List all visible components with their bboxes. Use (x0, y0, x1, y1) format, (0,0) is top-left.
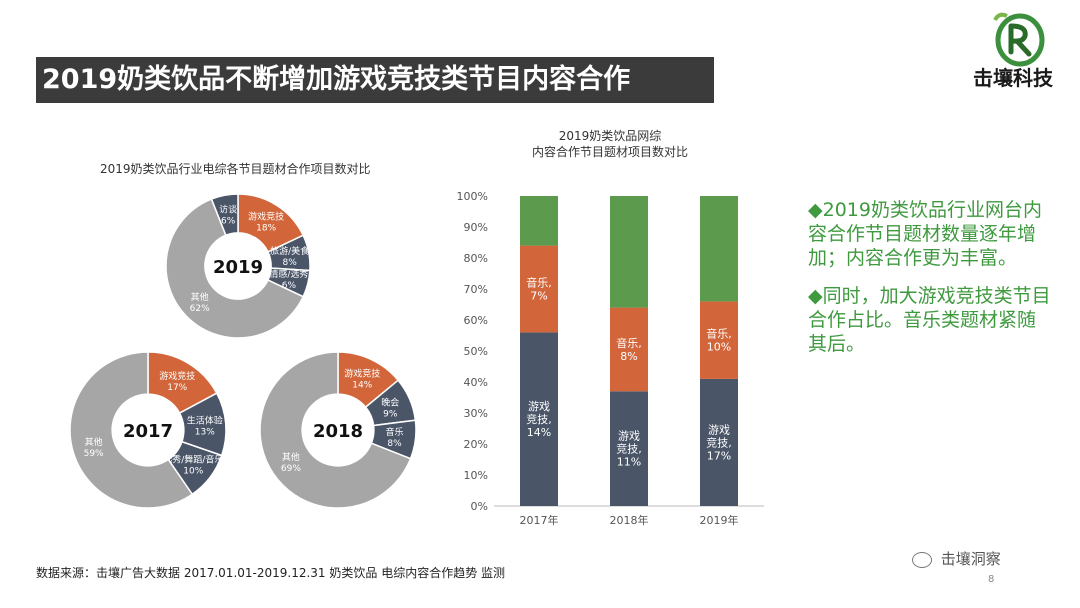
bar-segment-label: 11% (617, 456, 641, 469)
donut-section-title: 2019奶类饮品行业电综各节目题材合作项目数对比 (100, 162, 371, 176)
wechat-account: 击壤洞察 (912, 548, 1001, 569)
donut-slice (165, 198, 305, 339)
stacked-bar-chart: 0%10%20%30%40%50%60%70%80%90%100%游戏竞技,14… (457, 190, 764, 527)
y-tick-label: 30% (464, 407, 488, 420)
donut-slice-label: 情感/选秀 (269, 268, 308, 280)
donut-slice-label: 访谈 (219, 203, 237, 215)
donut-center-year: 2018 (313, 421, 363, 442)
wechat-icon (912, 551, 932, 568)
donut-slice-percent: 69% (281, 464, 301, 474)
logo-text: 击壤科技 (973, 66, 1053, 90)
x-tick-label: 2017年 (520, 513, 559, 527)
donut-slice-label: 旅游/美食 (270, 245, 309, 257)
x-tick-label: 2019年 (700, 513, 739, 527)
insight-bullets: ◆2019奶类饮品行业网台内容合作节目题材数量逐年增加；内容合作更为丰富。 ◆同… (808, 198, 1053, 370)
donut-slice-label: 生活体验 (187, 414, 223, 426)
donut-slice-label: 其他 (191, 291, 209, 303)
donut-slice-label: 晚会 (381, 396, 399, 408)
jirang-logo-icon (993, 12, 1045, 67)
x-tick-label: 2018年 (610, 513, 649, 527)
donut-slice-percent: 8% (282, 258, 297, 268)
bar-chart-title-line1: 2019奶类饮品网综 (558, 129, 662, 143)
donut-slice-label: 游戏竞技 (248, 211, 284, 223)
bar-segment (610, 196, 648, 308)
donut-slice-percent: 62% (190, 304, 210, 314)
bar-segment (520, 245, 558, 333)
page-number: 8 (988, 574, 995, 585)
slide-title: 2019奶类饮品不断增加游戏竞技类节目内容合作 (36, 57, 714, 103)
y-tick-label: 40% (464, 376, 488, 389)
donut-slice (69, 351, 194, 509)
bar-segment (520, 196, 558, 246)
bar-segment (610, 307, 648, 392)
bar-segment-label: 游戏 (708, 423, 730, 436)
data-source-note: 数据来源：击壤广告大数据 2017.01.01-2019.12.31 奶类饮品 … (36, 566, 506, 580)
bullet-1: ◆2019奶类饮品行业网台内容合作节目题材数量逐年增加；内容合作更为丰富。 (808, 199, 1042, 269)
donut-slice-percent: 17% (167, 383, 187, 393)
bullet-2: ◆同时，加大游戏竞技类节目合作占比。音乐类题材紧随其后。 (808, 285, 1051, 355)
bar-segment (700, 196, 738, 302)
y-tick-label: 0% (471, 500, 488, 513)
bar-segment-label: 14% (527, 426, 551, 439)
donut-slice (210, 193, 239, 237)
donut-slice-percent: 13% (195, 427, 215, 437)
donut-slice-percent: 8% (387, 439, 402, 449)
y-tick-label: 100% (457, 190, 488, 203)
donut-slice-label: 其他 (282, 451, 300, 463)
bar-segment (700, 378, 738, 506)
bar-chart-title: 2019奶类饮品网综 内容合作节目题材项目数对比 (470, 128, 750, 160)
y-tick-label: 50% (464, 345, 488, 358)
bar-segment-label: 竞技, (616, 442, 642, 456)
y-tick-label: 10% (464, 469, 488, 482)
donut-slice-label: 音乐 (385, 426, 403, 438)
donut-slice (259, 351, 412, 509)
y-tick-label: 60% (464, 314, 488, 327)
y-tick-label: 90% (464, 221, 488, 234)
donut-slice-label: 其他 (85, 436, 103, 448)
donut-slice-label: 游戏竞技 (344, 367, 380, 379)
donut-slice-percent: 10% (183, 466, 203, 476)
bar-segment-label: 音乐, (706, 327, 732, 341)
bar-segment-label: 7% (530, 290, 547, 303)
donut-slice-percent: 18% (256, 224, 276, 234)
bar-segment-label: 游戏 (618, 430, 640, 443)
donut-slice-percent: 14% (352, 380, 372, 390)
donut-slice-percent: 59% (84, 449, 104, 459)
y-tick-label: 80% (464, 252, 488, 265)
donut-slice-percent: 6% (221, 216, 236, 226)
bar-segment (520, 332, 558, 506)
donut-slice-label: 游戏竞技 (159, 370, 195, 382)
wechat-account-label: 击壤洞察 (940, 550, 1001, 568)
bar-chart-title-line2: 内容合作节目题材项目数对比 (531, 145, 688, 159)
bar-segment-label: 音乐, (526, 276, 552, 290)
y-tick-label: 70% (464, 283, 488, 296)
bar-segment-label: 音乐, (616, 336, 642, 350)
bar-segment-label: 8% (620, 350, 637, 363)
donut-center-year: 2017 (123, 421, 173, 442)
bar-segment-label: 游戏 (528, 400, 550, 413)
bar-segment (700, 301, 738, 379)
bar-segment-label: 17% (707, 449, 731, 462)
donut-slice-percent: 9% (383, 409, 398, 419)
bar-segment (610, 391, 648, 506)
y-tick-label: 20% (464, 438, 488, 451)
donut-slice-percent: 6% (282, 281, 297, 291)
bar-segment-label: 10% (707, 341, 731, 354)
bar-segment-label: 竞技, (706, 435, 732, 449)
donut-slice-label: 选秀/舞蹈/音乐 (163, 453, 223, 465)
donut-center-year: 2019 (213, 257, 263, 278)
bar-segment-label: 竞技, (526, 412, 552, 426)
